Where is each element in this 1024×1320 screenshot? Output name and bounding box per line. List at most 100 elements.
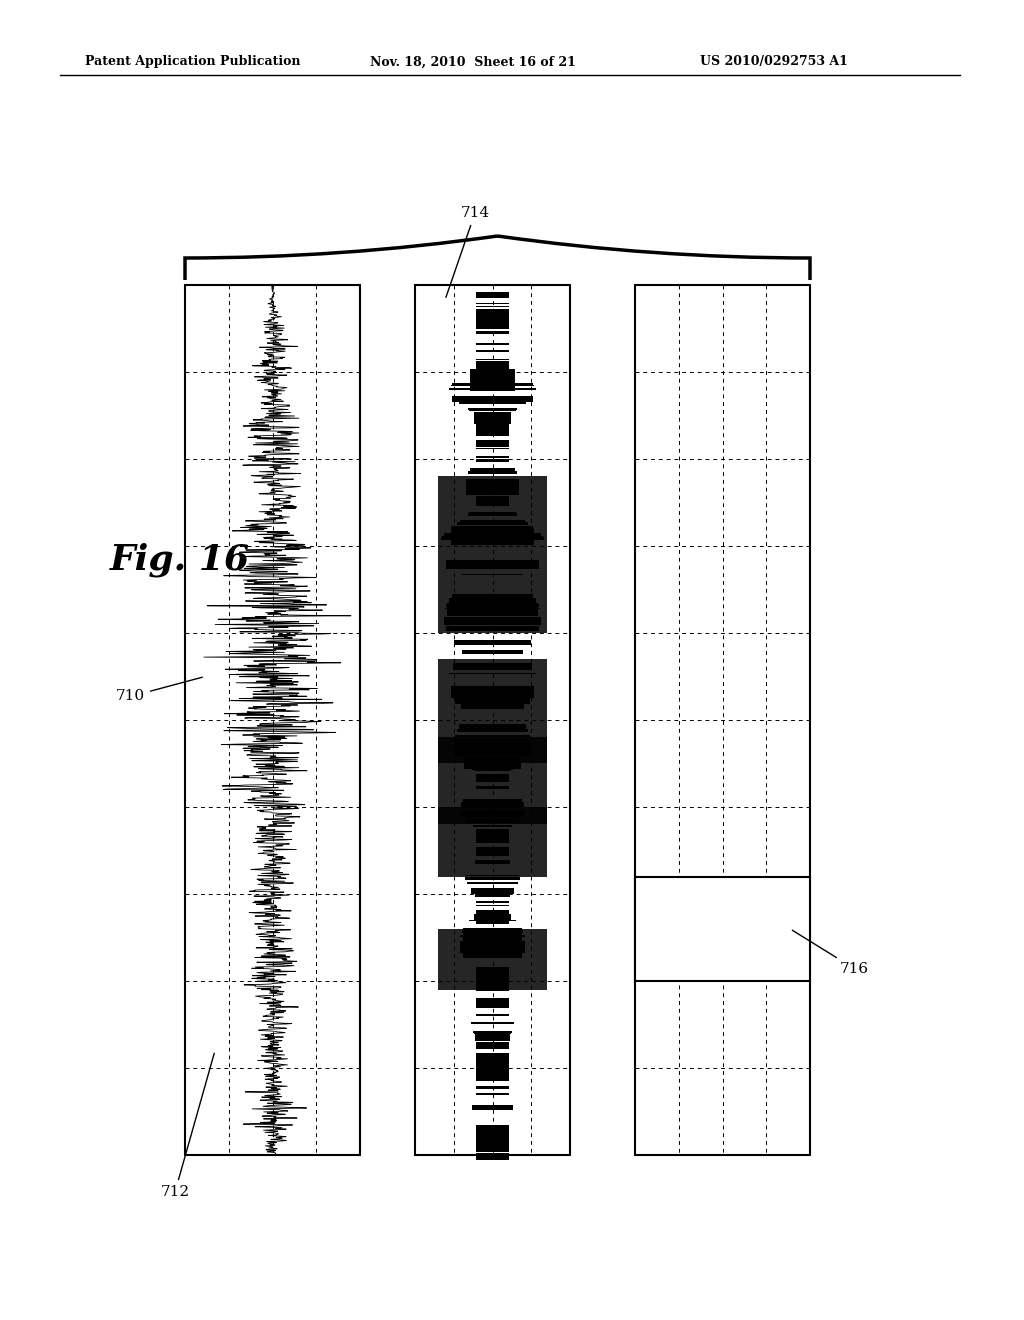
Bar <box>469 512 516 513</box>
Bar <box>472 1105 513 1110</box>
Bar <box>468 471 517 474</box>
Bar <box>476 292 509 293</box>
Bar <box>462 701 523 709</box>
Bar <box>457 729 528 731</box>
Bar <box>455 693 530 704</box>
Bar <box>463 929 522 931</box>
Bar <box>446 603 538 616</box>
Bar <box>476 426 509 436</box>
Bar <box>457 521 528 524</box>
Bar <box>476 1127 509 1134</box>
Bar <box>474 412 511 424</box>
Bar <box>476 459 509 461</box>
Bar <box>476 906 509 907</box>
Bar <box>476 343 509 345</box>
Bar <box>476 457 509 458</box>
Bar <box>476 302 509 304</box>
Bar <box>459 750 526 751</box>
Bar <box>476 840 509 843</box>
Bar <box>460 403 525 404</box>
Bar <box>463 948 522 957</box>
Bar <box>476 292 509 297</box>
Bar <box>476 414 509 417</box>
Text: 712: 712 <box>161 1053 214 1199</box>
Bar <box>466 878 519 880</box>
Bar <box>476 1071 509 1081</box>
Bar <box>438 477 547 546</box>
Bar <box>455 642 529 643</box>
Bar <box>452 686 534 698</box>
Bar <box>441 537 544 540</box>
Bar <box>438 807 547 876</box>
Bar <box>474 412 511 416</box>
Bar <box>460 403 524 404</box>
Bar <box>476 1056 509 1063</box>
Bar <box>476 981 509 987</box>
Bar <box>476 781 509 783</box>
Bar <box>462 929 522 933</box>
Bar <box>455 739 530 741</box>
Bar <box>185 285 360 1155</box>
Bar <box>462 945 523 946</box>
Bar <box>466 479 519 482</box>
Bar <box>476 319 509 325</box>
Bar <box>476 359 509 360</box>
Bar <box>451 385 535 387</box>
Bar <box>476 424 509 426</box>
Bar <box>476 1147 509 1148</box>
Bar <box>472 767 513 770</box>
Bar <box>471 1023 514 1024</box>
Bar <box>461 941 524 953</box>
Text: Patent Application Publication: Patent Application Publication <box>85 55 300 69</box>
Bar <box>635 285 810 1155</box>
Bar <box>463 702 522 705</box>
Bar <box>476 362 509 372</box>
Bar <box>476 830 509 841</box>
Bar <box>470 469 515 474</box>
Bar <box>450 598 536 609</box>
Bar <box>476 496 509 506</box>
Bar <box>635 876 810 981</box>
Bar <box>475 861 510 863</box>
Bar <box>466 479 519 495</box>
Bar <box>444 620 541 622</box>
Bar <box>476 1041 509 1048</box>
Bar <box>476 977 509 979</box>
Bar <box>438 929 547 990</box>
Bar <box>452 527 534 529</box>
Bar <box>438 659 547 763</box>
Bar <box>476 309 509 322</box>
Bar <box>461 752 524 755</box>
Bar <box>445 560 540 569</box>
Bar <box>476 902 509 903</box>
Bar <box>462 651 523 653</box>
Bar <box>476 1065 509 1071</box>
Bar <box>476 440 509 444</box>
Bar <box>476 989 509 991</box>
Bar <box>476 1085 509 1089</box>
Bar <box>476 854 509 855</box>
Bar <box>466 818 518 822</box>
Bar <box>446 605 539 607</box>
Text: Fig. 16: Fig. 16 <box>110 543 250 577</box>
Text: US 2010/0292753 A1: US 2010/0292753 A1 <box>700 55 848 69</box>
Bar <box>465 878 519 880</box>
Bar <box>476 849 509 855</box>
Bar <box>476 998 509 1007</box>
Bar <box>476 360 509 363</box>
Bar <box>476 442 509 446</box>
Bar <box>476 306 509 308</box>
Bar <box>462 649 522 653</box>
Bar <box>453 396 532 403</box>
Bar <box>465 706 520 709</box>
Bar <box>476 775 509 776</box>
Bar <box>462 944 523 952</box>
Bar <box>456 743 529 744</box>
Bar <box>445 626 540 631</box>
Bar <box>476 502 509 503</box>
Bar <box>476 975 509 986</box>
Bar <box>467 480 518 488</box>
Bar <box>452 594 534 601</box>
Bar <box>476 1043 509 1047</box>
Bar <box>440 539 545 540</box>
